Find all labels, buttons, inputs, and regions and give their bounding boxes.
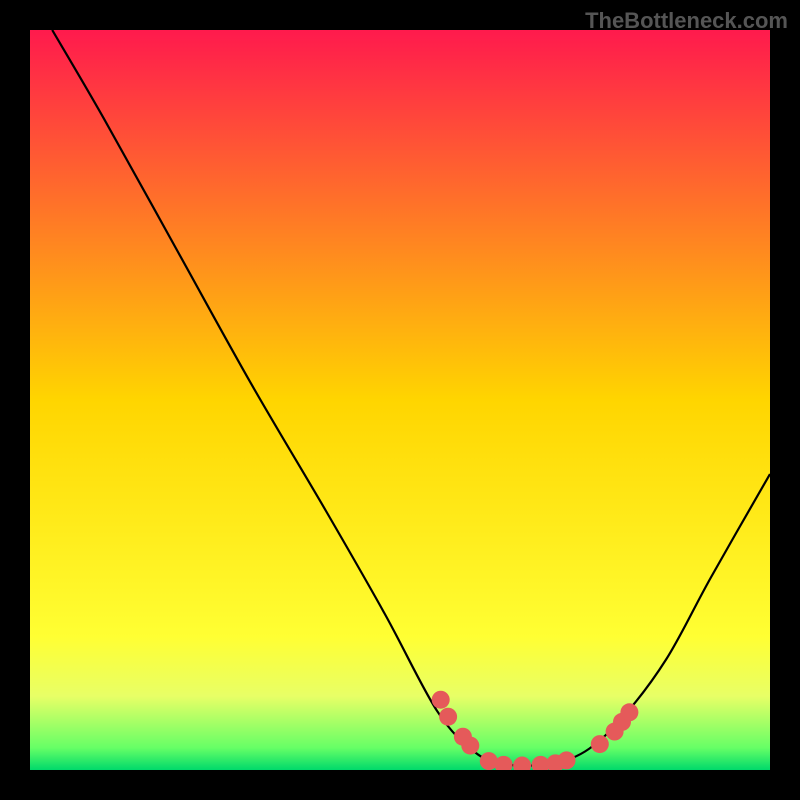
- data-marker: [591, 735, 609, 753]
- gradient-background: [30, 30, 770, 770]
- chart-svg: [30, 30, 770, 770]
- data-marker: [439, 708, 457, 726]
- data-marker: [558, 751, 576, 769]
- chart-root: TheBottleneck.com: [0, 0, 800, 800]
- watermark-text: TheBottleneck.com: [585, 8, 788, 34]
- data-marker: [432, 691, 450, 709]
- plot-area: [30, 30, 770, 770]
- data-marker: [461, 737, 479, 755]
- data-marker: [620, 703, 638, 721]
